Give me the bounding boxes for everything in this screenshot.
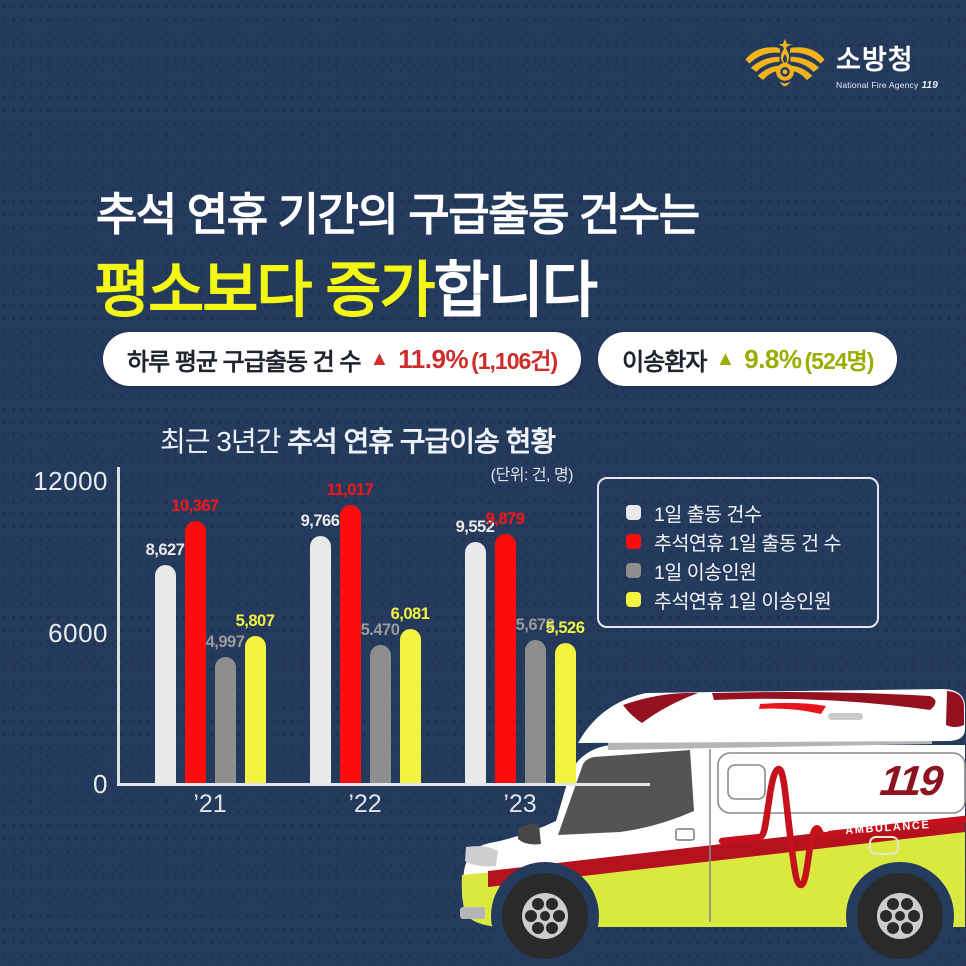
agency-name: 소방청 [836,45,914,75]
legend-item: 추석연휴 1일 이송인원 [626,585,877,614]
chart-bar [214,657,236,783]
legend-label: 1일 이송인원 [654,562,757,584]
up-triangle-icon: ▲ [715,347,736,370]
headline-rest: 합니다 [433,256,598,324]
bar-value-label: 8,627 [145,541,185,559]
legend-item: 추석연휴 1일 출동 건 수 [626,527,877,556]
bar-value-label: 5.470 [360,621,400,639]
ambulance-label-text: AMBULANCE [845,819,931,837]
rear-wheel [857,873,943,959]
bar-value-label: 6,081 [390,605,430,623]
chart-bar [339,505,361,783]
bar-value-label: 9,766 [300,512,340,530]
bar-value-label: 5,678 [515,616,555,634]
bar-value-label: 9,552 [455,518,495,536]
legend-swatch [626,505,641,520]
y-tick-label: 6000 [48,617,108,648]
logo-119: 119 [921,80,938,91]
chart-bar [184,521,206,783]
legend-label: 추석연휴 1일 이송인원 [654,591,832,613]
chart-bar [399,629,421,783]
legend-item: 1일 출동 건수 [626,498,877,527]
bar-value-label: 5,526 [545,619,585,637]
bar-value-label: 4,997 [205,633,245,651]
bar-group: 8,627 10,367 4,997 5,807 [146,480,275,783]
legend-swatch [626,563,641,578]
legend-label: 추석연휴 1일 출동 건 수 [654,533,841,555]
legend-swatch [626,592,641,607]
bar-value-label: 9,879 [485,510,525,528]
chart-bar [244,636,266,783]
chart-title: 최근 3년간 추석 연휴 구급이송 현황 [160,426,556,457]
chart-bar [369,645,391,783]
chart-bar [154,565,176,783]
agency-logo: 소방청 National Fire Agency 119 [744,38,938,91]
y-tick-label: 12000 [33,466,108,496]
agency-subtitle: National Fire Agency 119 [836,80,938,91]
fire-agency-emblem-icon [745,38,825,86]
y-axis-line [117,467,120,785]
category-label: ’22 [348,790,382,818]
legend-item: 1일 이송인원 [626,556,877,585]
ambulance-119-text: 119 [878,757,946,804]
headline-line2: 평소보다 증가합니다 [94,240,598,329]
bar-value-label: 11,017 [326,481,374,499]
headline-highlight: 평소보다 증가 [94,256,436,324]
y-tick-label: 0 [93,769,108,799]
legend-label: 1일 출동 건수 [654,504,762,526]
headline-line1: 추석 연휴 기간의 구급출동 건수는 [96,189,700,240]
ambulance-illustration: 119 AMBULANCE [460,689,966,966]
up-triangle-icon: ▲ [369,347,390,370]
category-label: ’21 [193,790,227,818]
chart-bar [309,536,331,783]
bar-group: 9,766 11,017 5.470 6,081 [301,480,430,783]
legend-swatch [626,534,641,549]
chart-unit-note: (단위: 건, 명) [490,467,574,484]
badge-patients-increase: 이송환자 ▲ 9.8% (524명) [598,332,898,386]
front-wheel [502,873,588,959]
bar-value-label: 10,367 [171,497,219,515]
stat-badges-row: 하루 평균 구급출동 건 수 ▲ 11.9% (1,106건) 이송환자 ▲ 9… [103,332,898,386]
badge-dispatch-increase: 하루 평균 구급출동 건 수 ▲ 11.9% (1,106건) [103,332,582,386]
bar-value-label: 5,807 [235,612,275,630]
